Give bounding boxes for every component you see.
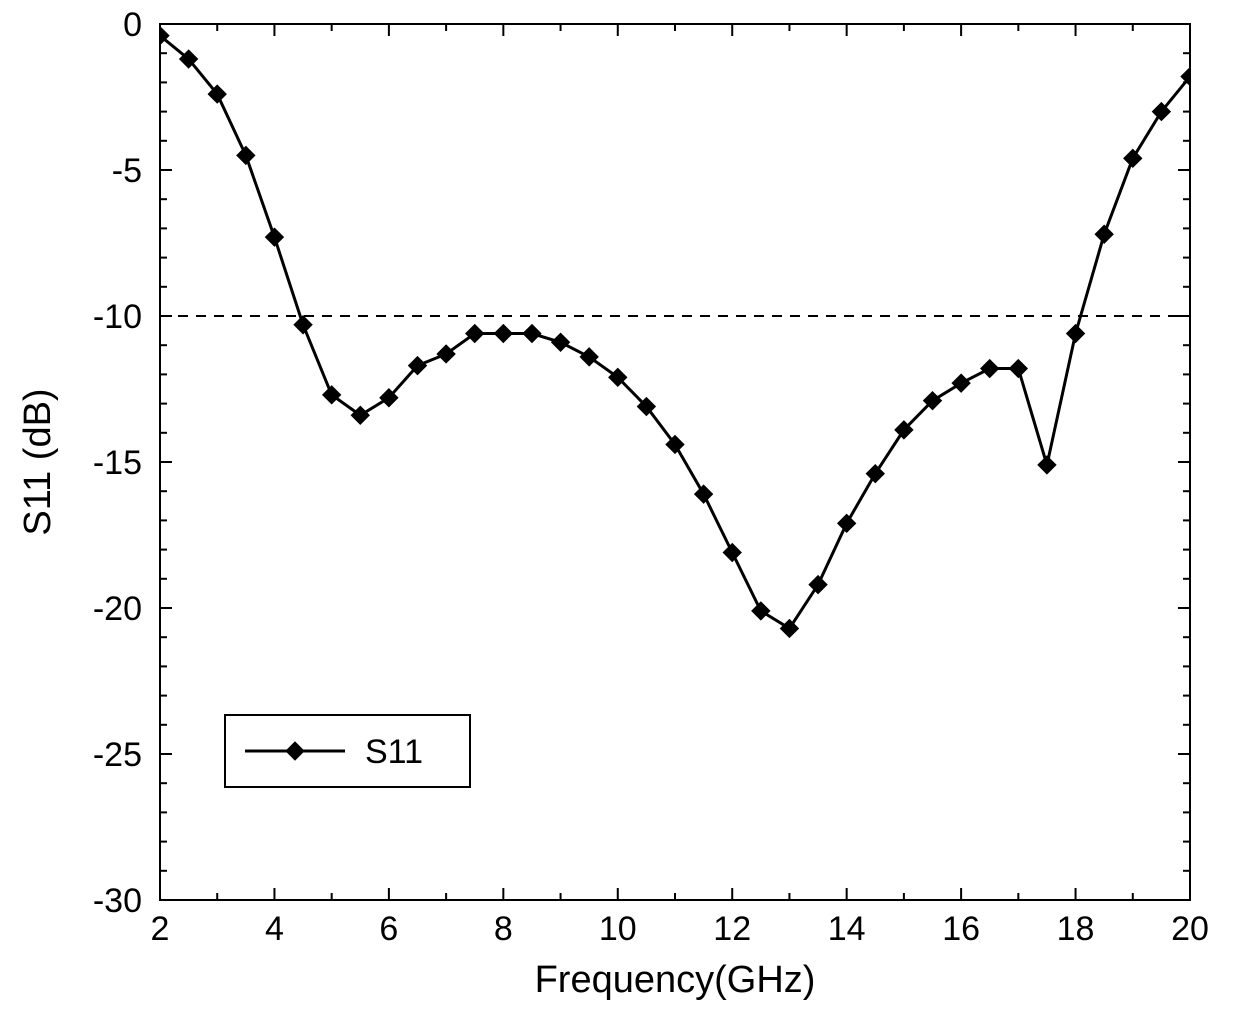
svg-text:16: 16: [942, 910, 980, 948]
svg-text:0: 0: [123, 6, 142, 44]
chart-svg: 2 4 6 8 10 12 14 16 18 20 0 -5 -10 -15 -20 -25 -30 Freque…: [0, 0, 1237, 1025]
svg-text:14: 14: [828, 910, 866, 948]
svg-text:12: 12: [713, 910, 751, 948]
svg-text:-10: -10: [93, 298, 142, 336]
svg-text:20: 20: [1171, 910, 1209, 948]
svg-text:6: 6: [379, 910, 398, 948]
x-axis-label: Frequency(GHz): [535, 959, 816, 1001]
legend: S11: [225, 715, 470, 787]
svg-text:-15: -15: [93, 444, 142, 482]
svg-text:2: 2: [151, 910, 170, 948]
svg-text:18: 18: [1057, 910, 1095, 948]
svg-text:-5: -5: [112, 152, 142, 190]
legend-label: S11: [365, 733, 423, 771]
svg-text:-20: -20: [93, 590, 142, 628]
svg-text:-30: -30: [93, 882, 142, 920]
s11-chart: 2 4 6 8 10 12 14 16 18 20 0 -5 -10 -15 -20 -25 -30 Freque…: [0, 0, 1237, 1025]
svg-text:10: 10: [599, 910, 637, 948]
svg-text:-25: -25: [93, 736, 142, 774]
svg-text:4: 4: [265, 910, 284, 948]
svg-text:8: 8: [494, 910, 513, 948]
y-axis-label: S11 (dB): [17, 388, 59, 535]
